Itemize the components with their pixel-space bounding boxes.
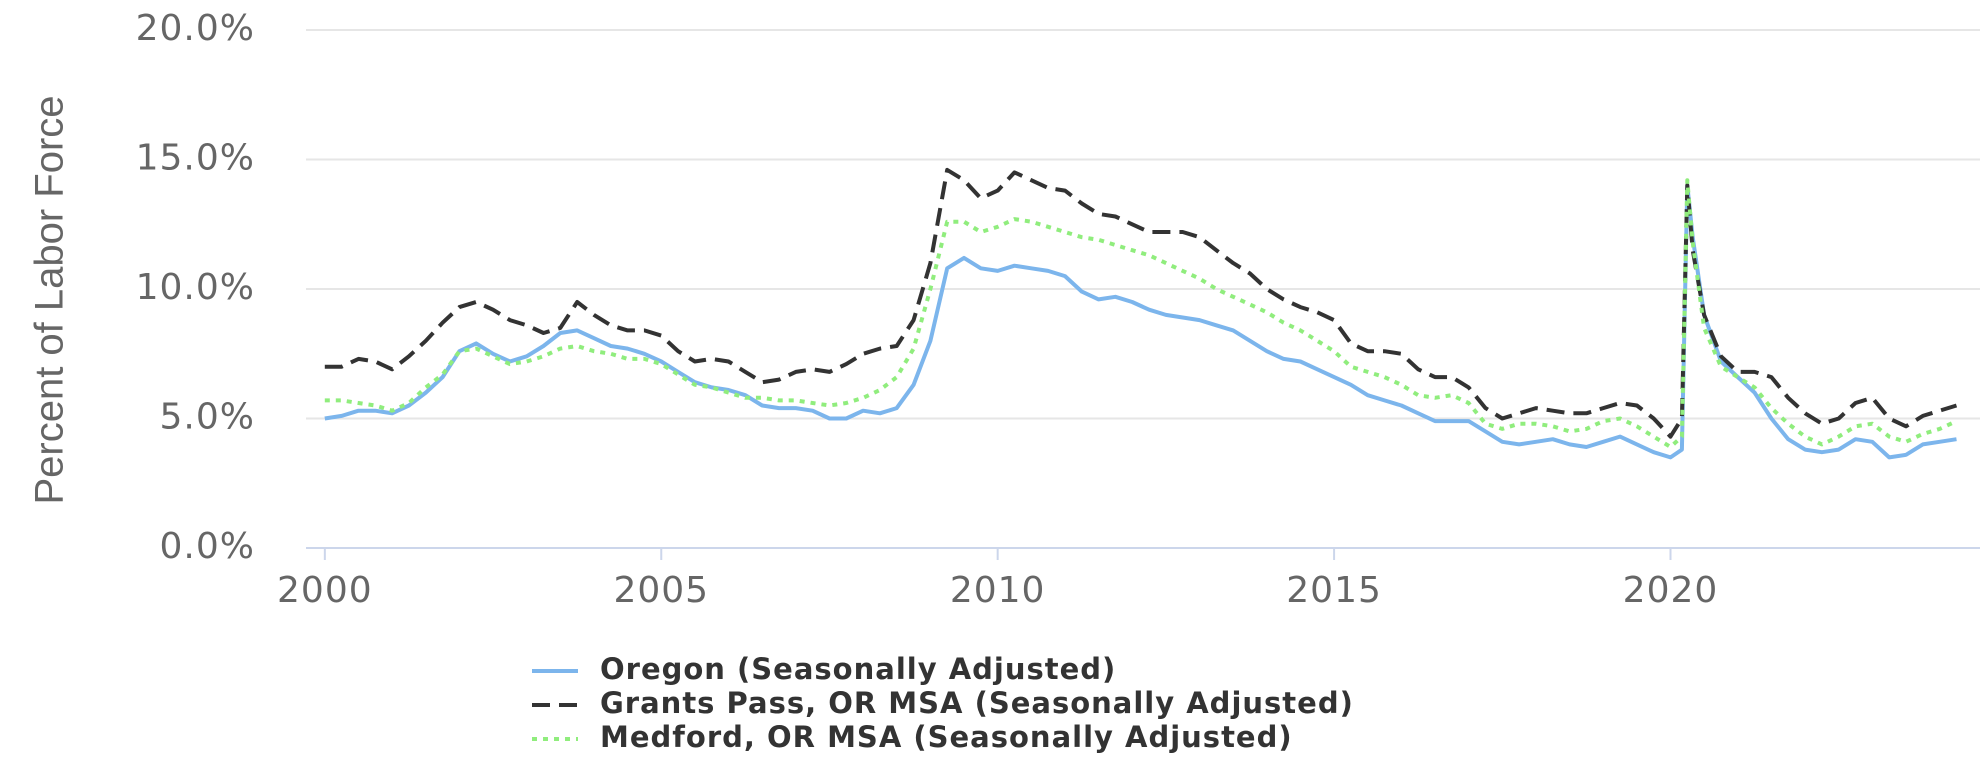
y-tick-label: 20.0% <box>136 8 255 49</box>
x-tick-label: 2015 <box>1286 570 1382 611</box>
series-line <box>324 178 1958 449</box>
y-tick-label: 5.0% <box>160 397 255 438</box>
y-tick-label: 0.0% <box>160 526 255 567</box>
legend-label: Oregon (Seasonally Adjusted) <box>600 652 1116 686</box>
x-tick-label: 2005 <box>613 570 709 611</box>
x-tick-label: 2010 <box>950 570 1046 611</box>
x-tick-label: 2020 <box>1623 570 1719 611</box>
x-tick-label: 2000 <box>277 570 373 611</box>
legend-label: Grants Pass, OR MSA (Seasonally Adjusted… <box>600 686 1354 720</box>
y-tick-label: 15.0% <box>136 138 255 179</box>
y-axis-label: Percent of Labor Force <box>28 95 72 504</box>
y-tick-label: 10.0% <box>136 267 255 308</box>
legend-label: Medford, OR MSA (Seasonally Adjusted) <box>600 720 1293 754</box>
series-line <box>324 167 1958 439</box>
